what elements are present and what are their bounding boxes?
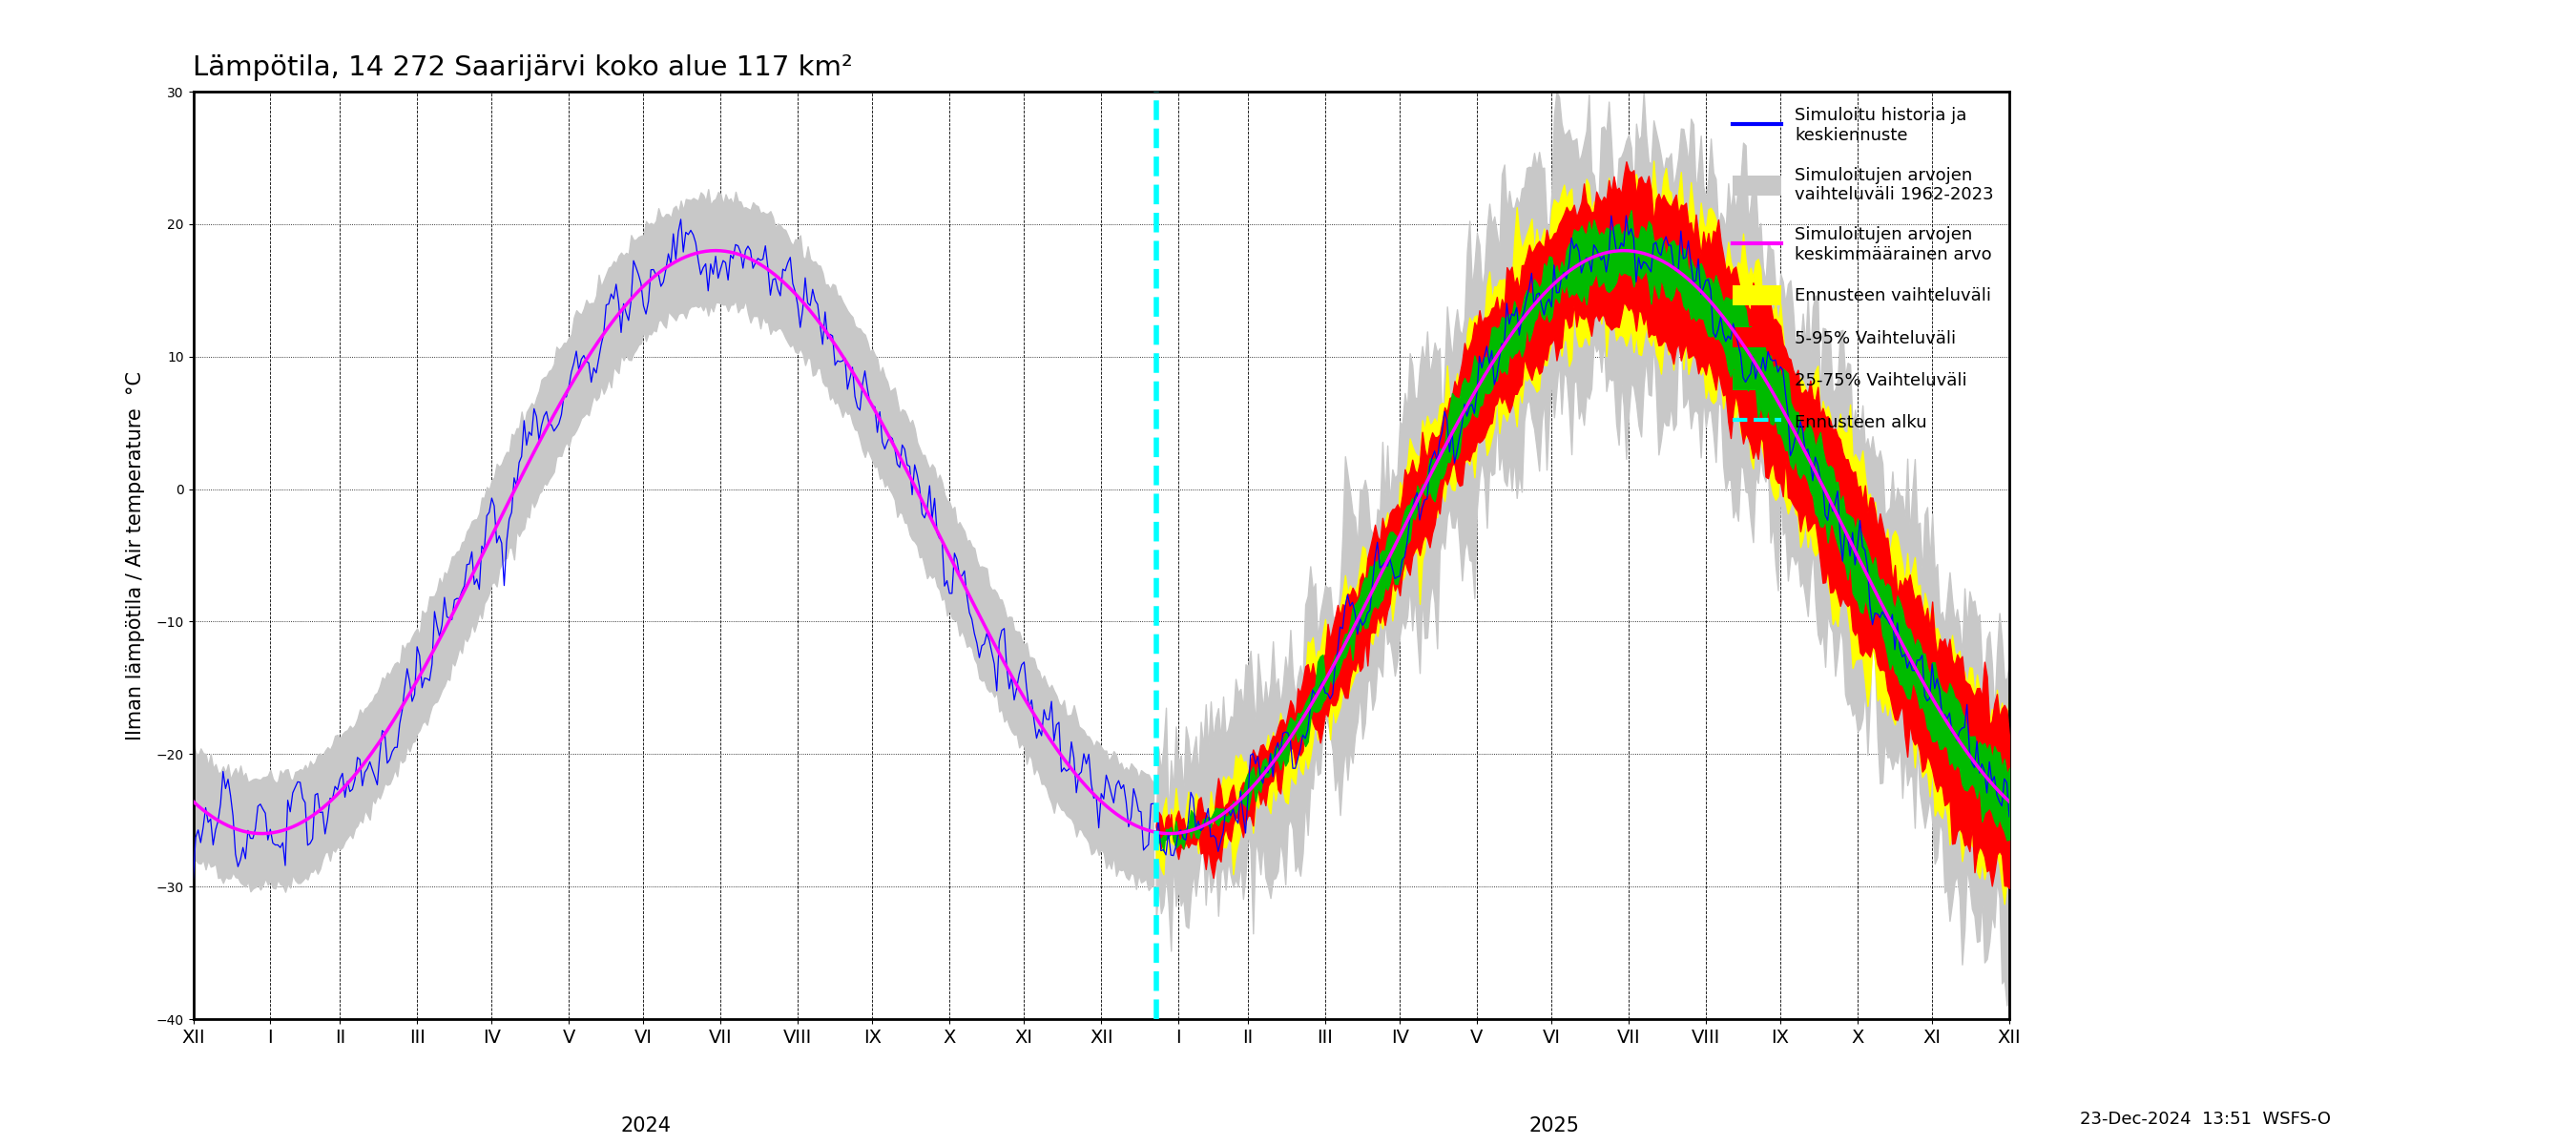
Legend: Simuloitu historia ja
keskiennuste, Simuloitujen arvojen
vaihteluväli 1962-2023,: Simuloitu historia ja keskiennuste, Simu… — [1726, 101, 2002, 439]
Text: 2024: 2024 — [621, 1116, 672, 1136]
Text: 23-Dec-2024  13:51  WSFS-O: 23-Dec-2024 13:51 WSFS-O — [2081, 1111, 2331, 1128]
Text: 2025: 2025 — [1528, 1116, 1579, 1136]
Y-axis label: Ilman lämpötila / Air temperature  °C: Ilman lämpötila / Air temperature °C — [126, 371, 144, 740]
Text: Lämpötila, 14 272 Saarijärvi koko alue 117 km²: Lämpötila, 14 272 Saarijärvi koko alue 1… — [193, 55, 853, 81]
